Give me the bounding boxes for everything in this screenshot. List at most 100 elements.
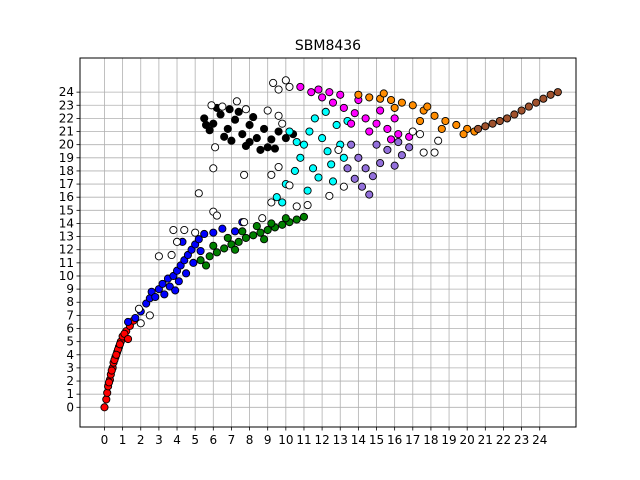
data-point xyxy=(182,269,191,278)
data-point xyxy=(488,119,497,128)
data-point xyxy=(394,130,403,139)
data-point xyxy=(136,319,145,328)
y-tick-label: 7 xyxy=(66,308,74,322)
data-point xyxy=(191,228,200,237)
data-point xyxy=(263,143,272,152)
data-point xyxy=(252,134,261,143)
data-point xyxy=(180,225,189,235)
x-tick-label: 19 xyxy=(441,433,456,447)
data-point xyxy=(281,76,290,85)
data-point xyxy=(336,90,345,99)
data-point xyxy=(285,82,294,91)
series-group xyxy=(134,76,443,328)
data-point xyxy=(131,313,140,323)
data-point xyxy=(339,153,348,162)
data-point xyxy=(383,145,392,154)
data-point xyxy=(167,250,176,260)
data-point xyxy=(274,111,283,120)
data-point xyxy=(546,90,555,99)
data-point xyxy=(325,191,334,200)
axis-ticks: 0 1 2 3 4 5 6 7 8 9 10 11 12 13 14 15 16 17 18 19 20 21 22 23 24… xyxy=(59,85,548,447)
y-tick-label: 23 xyxy=(59,98,74,112)
data-point xyxy=(539,94,548,103)
data-point xyxy=(158,279,167,288)
data-point xyxy=(423,102,432,111)
data-point xyxy=(189,258,198,267)
data-point xyxy=(452,120,461,130)
data-point xyxy=(267,198,276,207)
data-point xyxy=(296,82,305,91)
data-point xyxy=(241,105,250,114)
data-point xyxy=(339,182,348,191)
data-point xyxy=(115,340,124,349)
data-point xyxy=(145,311,154,320)
data-point xyxy=(327,160,336,169)
y-tick-label: 2 xyxy=(66,374,74,388)
data-point xyxy=(430,148,439,157)
data-point xyxy=(332,120,341,130)
x-tick-label: 22 xyxy=(496,433,511,447)
data-point xyxy=(212,248,221,257)
series-group xyxy=(124,218,247,326)
x-tick-label: 1 xyxy=(119,433,127,447)
y-tick-label: 16 xyxy=(59,190,74,204)
x-tick-label: 14 xyxy=(351,433,366,447)
data-point xyxy=(308,164,318,173)
x-tick-label: 24 xyxy=(532,433,547,447)
data-point xyxy=(267,219,276,228)
data-point xyxy=(218,224,227,233)
y-tick-label: 15 xyxy=(59,203,74,217)
x-tick-label: 10 xyxy=(278,433,293,447)
y-tick-label: 9 xyxy=(66,282,74,296)
data-point xyxy=(281,214,290,223)
y-tick-label: 1 xyxy=(66,387,74,401)
data-point xyxy=(397,151,406,160)
data-point xyxy=(299,140,309,149)
data-point xyxy=(274,127,283,136)
data-point xyxy=(209,164,218,173)
data-point xyxy=(292,137,301,147)
data-point xyxy=(154,252,163,261)
data-point xyxy=(495,116,504,126)
data-point xyxy=(124,317,133,326)
data-point xyxy=(328,177,338,186)
series-group xyxy=(343,137,414,199)
x-tick-label: 23 xyxy=(514,433,529,447)
data-point xyxy=(256,228,265,237)
data-point xyxy=(354,90,363,99)
y-tick-label: 6 xyxy=(66,322,74,336)
y-tick-label: 19 xyxy=(59,151,74,165)
data-point xyxy=(252,222,261,231)
data-point xyxy=(290,166,299,175)
data-point xyxy=(216,110,225,119)
data-point xyxy=(165,282,174,291)
data-point xyxy=(267,135,276,144)
data-point xyxy=(171,286,180,295)
y-tick-label: 3 xyxy=(66,361,74,375)
data-point xyxy=(238,130,247,139)
data-point xyxy=(169,225,178,235)
data-point xyxy=(415,130,425,139)
data-point xyxy=(314,173,323,182)
data-point xyxy=(310,114,319,123)
data-point xyxy=(408,127,417,136)
data-point xyxy=(201,261,211,270)
data-point xyxy=(205,252,214,261)
data-point xyxy=(107,366,116,375)
data-point xyxy=(350,109,359,118)
data-point xyxy=(303,201,312,210)
y-tick-label: 10 xyxy=(59,269,74,283)
data-point xyxy=(112,350,121,359)
x-tick-label: 11 xyxy=(296,433,311,447)
grid-lines xyxy=(80,58,576,427)
x-tick-label: 9 xyxy=(264,433,272,447)
data-point xyxy=(263,106,272,115)
data-point xyxy=(408,101,417,110)
data-point xyxy=(339,103,348,112)
series-group xyxy=(474,88,562,133)
data-point xyxy=(274,85,283,94)
data-point xyxy=(441,116,450,126)
data-point xyxy=(209,119,218,128)
series-group xyxy=(272,107,352,207)
data-point xyxy=(321,107,330,116)
